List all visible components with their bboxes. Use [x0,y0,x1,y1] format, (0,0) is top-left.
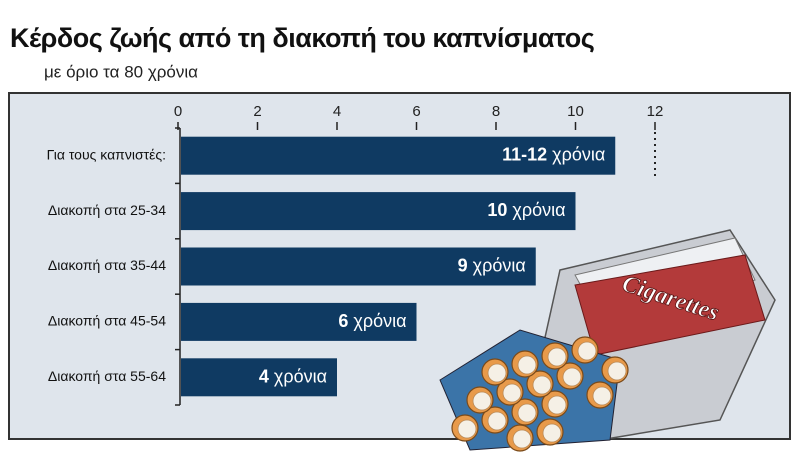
value-label: 9 χρόνια [458,255,526,275]
value-label-number: 6 [338,311,348,331]
value-label-unit: χρόνια [269,366,327,386]
category-label: Διακοπή στα 45-54 [48,313,166,329]
cigarette-tip [547,347,567,367]
chart-title: Κέρδος ζωής από τη διακοπή του καπνίσματ… [10,23,594,53]
value-label-number: 10 [487,200,507,220]
bar [181,192,576,231]
value-label: 10 χρόνια [487,200,565,220]
x-tick-label: 12 [647,103,664,120]
value-label: 6 χρόνια [338,311,406,331]
value-label: 4 χρόνια [259,366,327,386]
cigarette-tip [547,395,567,415]
bar [181,247,536,286]
bar [181,302,417,341]
category-label: Διακοπή στα 35-44 [48,257,166,273]
cigarette-tip [472,391,492,411]
value-label-number: 9 [458,255,468,275]
value-label: 11-12 χρόνια [502,144,605,164]
value-label-number: 11-12 [502,144,547,164]
cigarette-pack: Cigarettes [439,229,776,452]
value-label-unit: χρόνια [348,311,406,331]
cigarette-tip [577,341,597,361]
value-label-number: 4 [259,366,269,386]
cigarette-tip [517,355,537,375]
cigarette-tip [592,386,612,406]
cigarette-tip [562,367,582,387]
bar [181,358,337,397]
cigarette-tip [512,429,532,449]
cigarette-tip [532,375,552,395]
x-tick-label: 2 [253,103,261,120]
value-label-unit: χρόνια [547,144,605,164]
x-tick-label: 10 [567,103,584,120]
chart-subtitle: με όριο τα 80 χρόνια [44,62,198,81]
x-tick-label: 0 [174,103,182,120]
category-label: Για τους καπνιστές: [47,146,166,162]
value-label-unit: χρόνια [468,255,526,275]
cigarette-tip [517,403,537,423]
category-label: Διακοπή στα 55-64 [48,368,166,384]
category-label: Διακοπή στα 25-34 [48,202,166,218]
cigarette-tip [487,363,507,383]
cigarette-tip [487,411,507,431]
value-label-unit: χρόνια [507,200,565,220]
cigarette-tip [502,383,522,403]
x-tick-label: 6 [412,103,420,120]
cigarette-tip [542,423,562,443]
x-tick-label: 4 [333,103,341,120]
x-tick-label: 8 [492,103,500,120]
bar [181,136,616,175]
cigarette-tip [607,361,627,381]
cigarette-tip [457,419,477,439]
